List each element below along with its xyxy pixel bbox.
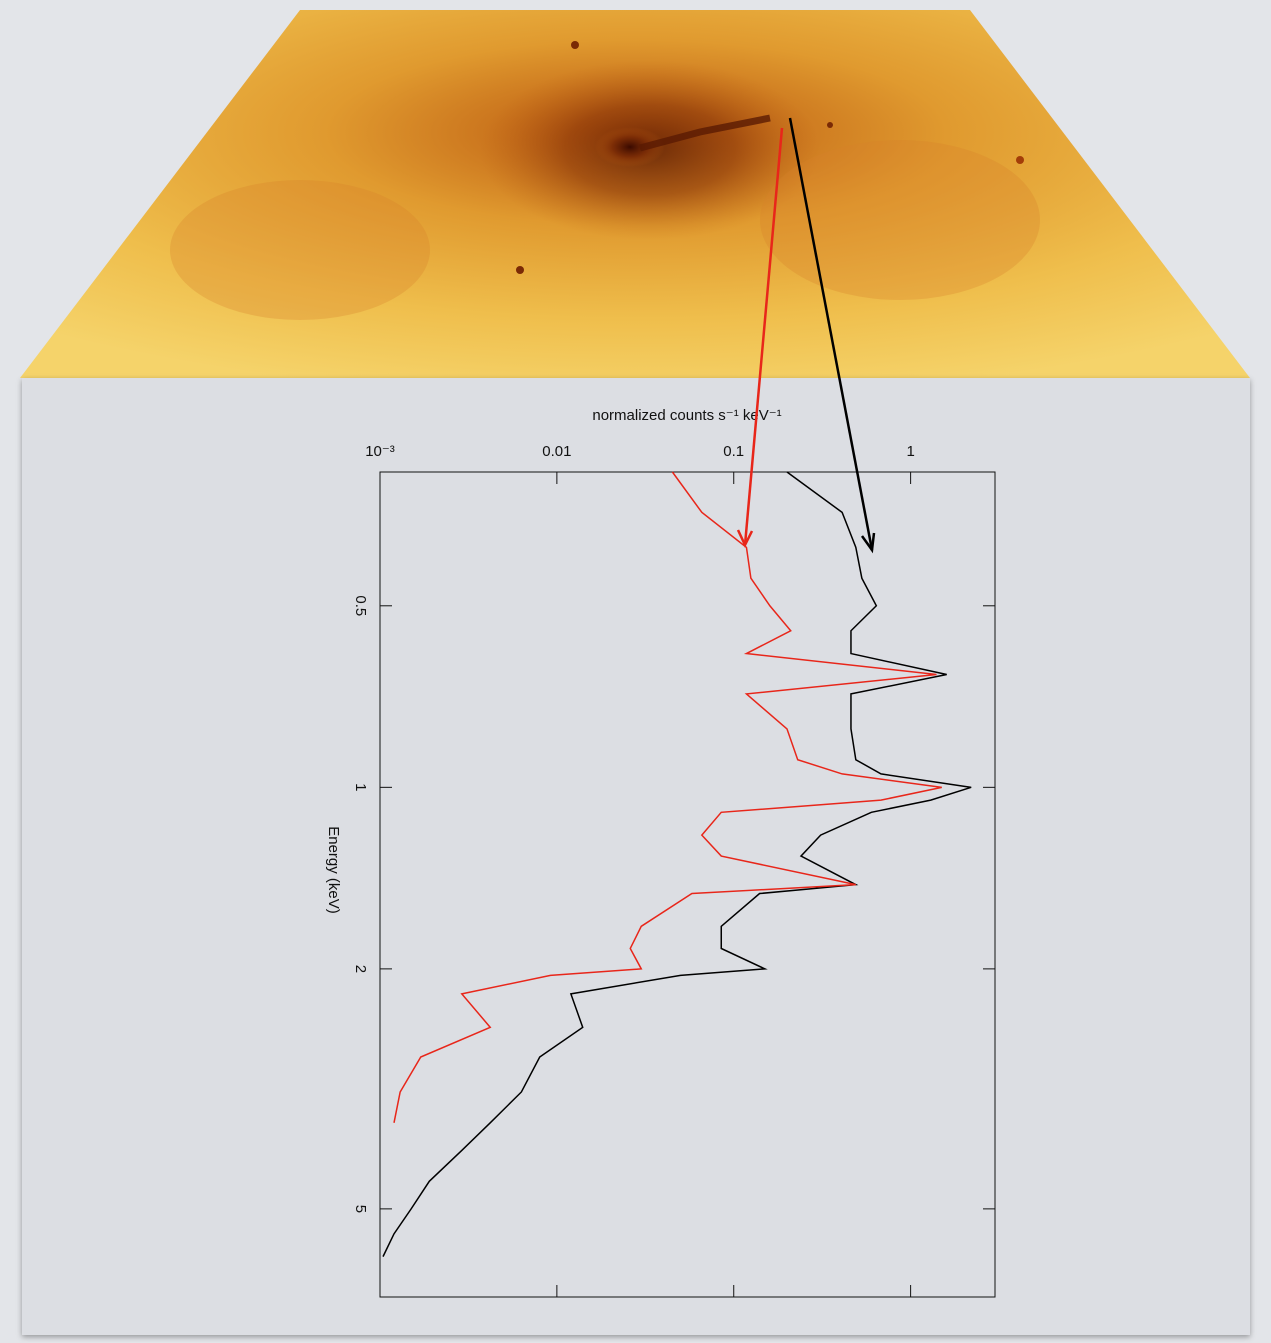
x-axis-title: Energy (keV) xyxy=(325,826,342,914)
y-tick-label: 1 xyxy=(906,443,914,460)
spectrum-line xyxy=(382,471,972,1257)
xray-image xyxy=(20,10,1250,378)
x-tick-label: 2 xyxy=(352,965,369,973)
arrow-head xyxy=(860,532,876,554)
x-tick-label: 1 xyxy=(352,783,369,791)
arrow xyxy=(743,127,784,546)
plot-frame xyxy=(379,471,996,1298)
plot-area: 10⁻³ 0.01 0.1 1 0.5 1 2 5 xyxy=(352,443,995,1297)
y-tick-label: 0.01 xyxy=(542,443,571,460)
spectrum-line xyxy=(393,471,942,1123)
y-tick-label: 10⁻³ xyxy=(365,443,395,460)
plot-panel xyxy=(22,378,1250,1335)
y-tick-label: 0.1 xyxy=(723,443,744,460)
y-axis-title: normalized counts s⁻¹ keV⁻¹ xyxy=(592,407,781,424)
x-tick-label: 0.5 xyxy=(352,595,369,616)
arrow xyxy=(788,117,874,551)
arrow-head xyxy=(736,529,754,548)
x-tick-label: 5 xyxy=(352,1205,369,1213)
